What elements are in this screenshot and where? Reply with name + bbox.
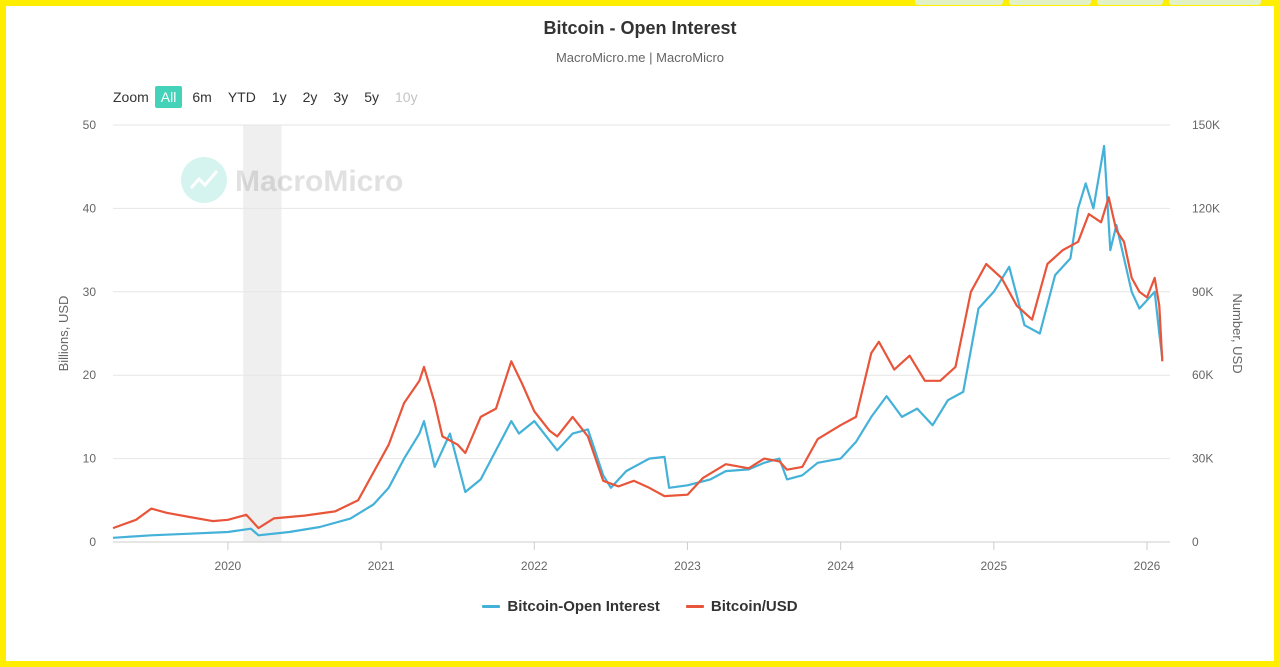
y-left-tick-label: 40 (83, 201, 97, 215)
x-tick-label: 2022 (521, 559, 548, 573)
toolbar-tab[interactable] (1009, 0, 1091, 5)
y-right-tick-label: 30K (1192, 452, 1213, 466)
y-left-tick-label: 10 (83, 452, 97, 466)
zoom-label: Zoom (113, 89, 149, 105)
legend-item-open-interest[interactable]: Bitcoin-Open Interest (482, 598, 660, 615)
zoom-button-6m[interactable]: 6m (192, 89, 212, 105)
y-right-tick-label: 90K (1192, 285, 1213, 299)
x-tick-label: 2020 (215, 559, 242, 573)
zoom-bar: Zoom All 6m YTD 1y 2y 3y 5y 10y (113, 85, 428, 109)
series-line-open-interest (112, 144, 1164, 539)
y-right-tick-label: 60K (1192, 368, 1213, 382)
zoom-button-10y: 10y (395, 89, 418, 105)
zoom-button-ytd[interactable]: YTD (227, 89, 256, 105)
watermark-logo-icon (181, 157, 227, 203)
y-left-tick-label: 20 (83, 368, 97, 382)
chart-title: Bitcoin - Open Interest (543, 18, 737, 38)
zoom-button-3y[interactable]: 3y (333, 89, 349, 105)
zoom-button-5y[interactable]: 5y (364, 89, 379, 105)
chart-subtitle: MacroMicro.me | MacroMicro (555, 50, 725, 65)
toolbar-tab[interactable] (1169, 0, 1261, 5)
top-toolbar-strip (905, 0, 1275, 6)
legend-swatch-bitcoin-usd (685, 605, 704, 608)
legend-item-bitcoin-usd[interactable]: Bitcoin/USD (685, 598, 798, 615)
y-right-tick-label: 150K (1192, 118, 1220, 132)
y-right-tick-label: 120K (1192, 201, 1220, 215)
x-tick-label: 2026 (1134, 559, 1161, 573)
toolbar-tab[interactable] (915, 0, 1003, 5)
watermark-logo-mark (189, 170, 219, 189)
zoom-button-2y[interactable]: 2y (302, 89, 318, 105)
y-left-tick-label: 0 (89, 535, 96, 549)
legend-swatch-open-interest (482, 605, 501, 608)
toolbar-tab[interactable] (1097, 0, 1163, 5)
x-tick-label: 2023 (674, 559, 701, 573)
legend-label-open-interest: Bitcoin-Open Interest (507, 598, 660, 615)
y-left-tick-label: 50 (83, 118, 97, 132)
x-tick-label: 2025 (980, 559, 1007, 573)
legend: Bitcoin-Open Interest Bitcoin/USD (0, 598, 1280, 615)
watermark: MacroMicro (181, 157, 403, 203)
watermark-text: MacroMicro (235, 165, 403, 198)
x-tick-label: 2024 (827, 559, 854, 573)
legend-label-bitcoin-usd: Bitcoin/USD (710, 598, 798, 615)
x-tick-label: 2021 (368, 559, 395, 573)
y-right-tick-label: 0 (1192, 535, 1199, 549)
zoom-button-all[interactable]: All (154, 86, 183, 108)
series-line-bitcoin-usd (112, 196, 1164, 530)
y-left-axis-title: Billions, USD (56, 296, 71, 372)
recession-shade (243, 125, 282, 542)
zoom-button-1y[interactable]: 1y (271, 89, 287, 105)
y-right-axis-title: Number, USD (1230, 293, 1245, 373)
y-left-tick-label: 30 (83, 285, 97, 299)
